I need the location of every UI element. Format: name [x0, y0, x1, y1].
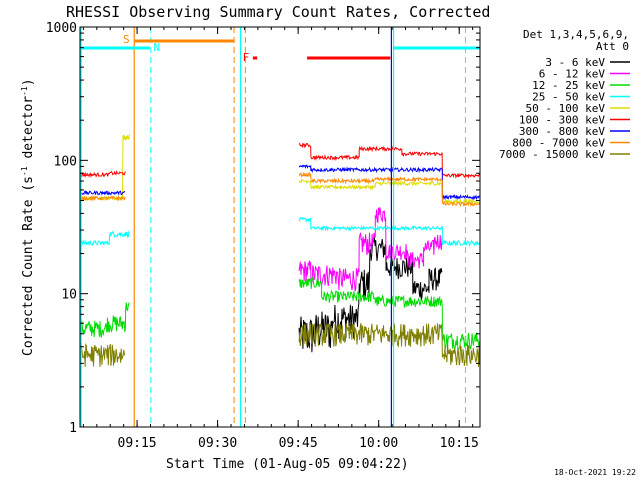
x-axis-label: Start Time (01-Aug-05 09:04:22): [166, 457, 409, 472]
series-line: [298, 276, 481, 351]
chart-title: RHESSI Observing Summary Count Rates, Co…: [66, 3, 490, 21]
series-line: [298, 237, 443, 353]
axis-ticks: 09:15 09:30 09:45 10:00 10:15 1 10 100 1000: [46, 21, 480, 451]
legend-entry-label: 50 - 100 keV: [526, 102, 606, 115]
x-tick-label: 09:30: [198, 436, 237, 451]
series-line: [79, 302, 130, 338]
series-line: [298, 142, 481, 179]
y-tick-label: 1: [69, 421, 77, 436]
y-tick-label: 100: [54, 154, 77, 169]
series-line: [79, 189, 126, 196]
series-line: [298, 171, 481, 208]
legend-entry-label: 100 - 300 keV: [519, 114, 605, 127]
x-tick-label: 10:15: [440, 436, 479, 451]
flag-label: N: [154, 41, 161, 54]
series-line: [79, 194, 126, 202]
flag-label: S: [123, 33, 130, 46]
series-line: [298, 322, 481, 368]
x-tick-label: 09:15: [118, 436, 157, 451]
legend-entry-label: 12 - 25 keV: [532, 79, 605, 92]
legend-entry-label: 25 - 50 keV: [532, 91, 605, 104]
series-line: [79, 342, 126, 367]
series-line: [298, 216, 480, 247]
y-axis-label: Corrected Count Rate (s-1 detector-1): [20, 78, 36, 356]
footer-date: 18-Oct-2021 19:22: [554, 468, 636, 477]
legend-header-detectors: Det 1,3,4,5,6,9,: [523, 28, 629, 41]
x-tick-label: 10:00: [359, 436, 398, 451]
series-line: [79, 170, 126, 179]
y-tick-label: 1000: [46, 21, 77, 36]
y-tick-label: 10: [61, 288, 77, 303]
x-tick-label: 09:45: [279, 436, 318, 451]
legend-header-attenuator: Att 0: [596, 40, 629, 53]
plot-frame: [79, 26, 481, 428]
legend-entry-label: 300 - 800 keV: [519, 125, 605, 138]
series-line: [298, 178, 481, 205]
legend-entry-label: 3 - 6 keV: [545, 56, 605, 69]
series-line: [79, 134, 130, 202]
series-line: [298, 207, 443, 292]
flag-label: F: [243, 51, 250, 64]
legend-entry-label: 7000 - 15000 keV: [499, 148, 605, 161]
series-line: [298, 164, 480, 201]
series-line: [79, 229, 130, 248]
plot-data-layer: [79, 134, 481, 368]
legend-entry-label: 6 - 12 keV: [539, 68, 606, 81]
event-markers: S N F: [80, 27, 480, 427]
legend-entry-label: 800 - 7000 keV: [512, 137, 605, 150]
